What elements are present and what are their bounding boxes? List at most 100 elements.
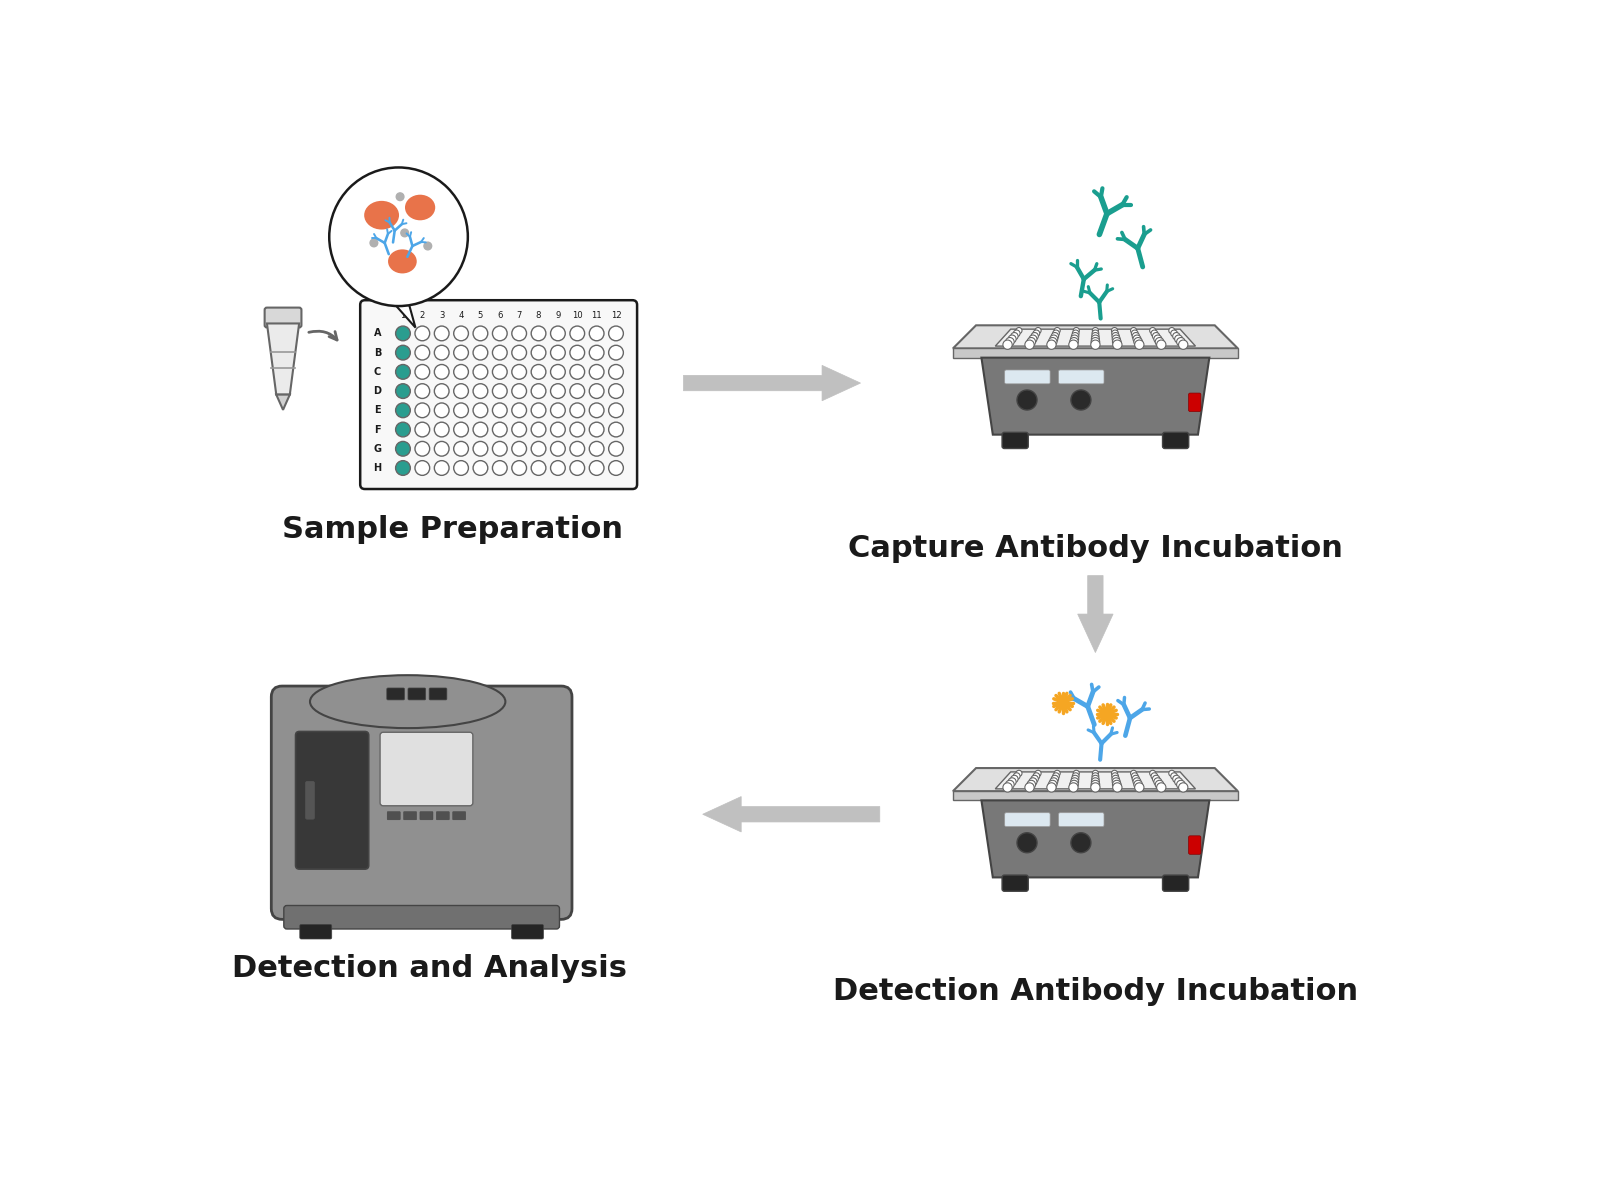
Text: 10: 10 <box>572 310 583 320</box>
Circle shape <box>415 403 430 417</box>
Circle shape <box>1033 772 1039 780</box>
Circle shape <box>1178 783 1188 792</box>
Circle shape <box>1133 778 1141 786</box>
Circle shape <box>1071 332 1079 340</box>
Circle shape <box>1175 334 1183 343</box>
Circle shape <box>1070 338 1078 346</box>
Circle shape <box>1047 783 1057 792</box>
FancyBboxPatch shape <box>1162 432 1189 449</box>
Circle shape <box>1016 327 1021 333</box>
Circle shape <box>435 365 449 379</box>
Circle shape <box>1026 338 1036 346</box>
Text: Detection Antibody Incubation: Detection Antibody Incubation <box>832 977 1357 1006</box>
Text: C: C <box>373 367 381 377</box>
Circle shape <box>473 326 488 340</box>
Circle shape <box>532 365 546 379</box>
Circle shape <box>512 442 527 456</box>
Circle shape <box>1054 327 1060 333</box>
Circle shape <box>396 192 404 201</box>
Circle shape <box>1008 334 1016 343</box>
Circle shape <box>532 442 546 456</box>
Circle shape <box>1013 772 1020 780</box>
Circle shape <box>1112 781 1122 789</box>
Circle shape <box>473 365 488 379</box>
Circle shape <box>1071 775 1079 783</box>
Circle shape <box>1052 330 1060 337</box>
Circle shape <box>590 442 604 456</box>
Circle shape <box>532 384 546 398</box>
Circle shape <box>1092 775 1099 783</box>
Circle shape <box>1112 775 1120 783</box>
Circle shape <box>532 461 546 475</box>
FancyBboxPatch shape <box>296 731 368 869</box>
FancyBboxPatch shape <box>407 688 425 700</box>
Circle shape <box>609 422 624 437</box>
Circle shape <box>1176 781 1185 789</box>
Circle shape <box>396 365 410 379</box>
Circle shape <box>1047 340 1057 349</box>
Circle shape <box>1010 332 1018 340</box>
Circle shape <box>512 326 527 340</box>
Circle shape <box>1149 327 1155 333</box>
Polygon shape <box>953 768 1238 792</box>
Circle shape <box>1092 770 1099 776</box>
Circle shape <box>1071 832 1091 853</box>
Circle shape <box>1091 781 1100 789</box>
Circle shape <box>590 345 604 360</box>
FancyBboxPatch shape <box>452 812 465 819</box>
Polygon shape <box>995 772 1196 789</box>
Circle shape <box>551 384 566 398</box>
Circle shape <box>396 403 410 417</box>
Circle shape <box>1071 390 1091 410</box>
Circle shape <box>512 365 527 379</box>
FancyBboxPatch shape <box>420 812 433 819</box>
Circle shape <box>370 239 378 247</box>
Circle shape <box>512 384 527 398</box>
Circle shape <box>512 345 527 360</box>
Circle shape <box>1155 781 1164 789</box>
Circle shape <box>396 422 410 437</box>
Circle shape <box>415 326 430 340</box>
Circle shape <box>570 461 585 475</box>
Circle shape <box>1070 334 1078 343</box>
Circle shape <box>1050 332 1058 340</box>
Circle shape <box>454 365 469 379</box>
Circle shape <box>473 422 488 437</box>
Circle shape <box>1068 783 1078 792</box>
Text: 12: 12 <box>611 310 622 320</box>
Circle shape <box>1152 332 1160 340</box>
Circle shape <box>1154 334 1162 343</box>
Polygon shape <box>981 800 1209 877</box>
FancyBboxPatch shape <box>1005 813 1050 826</box>
Circle shape <box>473 461 488 475</box>
Circle shape <box>415 461 430 475</box>
Circle shape <box>590 365 604 379</box>
Circle shape <box>415 345 430 360</box>
Circle shape <box>330 167 469 306</box>
Text: 8: 8 <box>537 310 541 320</box>
Circle shape <box>1016 832 1037 853</box>
FancyBboxPatch shape <box>512 924 543 940</box>
Circle shape <box>1073 330 1079 337</box>
Text: Sample Preparation: Sample Preparation <box>281 515 622 544</box>
Text: 9: 9 <box>556 310 561 320</box>
Circle shape <box>1168 327 1175 333</box>
Text: 7: 7 <box>517 310 522 320</box>
Circle shape <box>590 384 604 398</box>
Circle shape <box>1133 334 1141 343</box>
Circle shape <box>1092 327 1099 333</box>
Text: F: F <box>375 425 381 434</box>
Circle shape <box>609 461 624 475</box>
Circle shape <box>1050 775 1058 783</box>
Circle shape <box>1112 770 1118 776</box>
Circle shape <box>415 442 430 456</box>
Circle shape <box>454 461 469 475</box>
FancyBboxPatch shape <box>1005 371 1050 384</box>
Circle shape <box>1013 330 1020 337</box>
Text: 1: 1 <box>401 310 406 320</box>
Circle shape <box>1091 340 1100 349</box>
Circle shape <box>1054 770 1060 776</box>
Polygon shape <box>995 330 1196 346</box>
Circle shape <box>570 384 585 398</box>
Polygon shape <box>1078 575 1113 652</box>
